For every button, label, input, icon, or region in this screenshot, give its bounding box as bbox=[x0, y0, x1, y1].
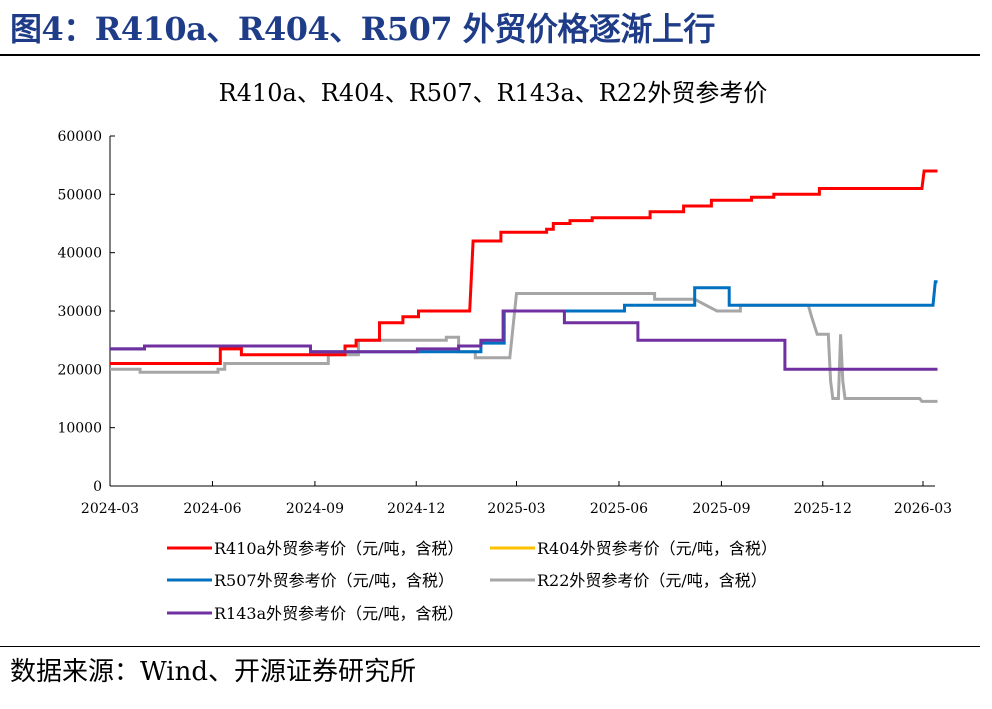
series-line bbox=[110, 309, 938, 371]
series-line bbox=[110, 292, 938, 403]
source-note: 数据来源：Wind、开源证券研究所 bbox=[10, 657, 416, 687]
series-line bbox=[110, 169, 938, 365]
x-tick-label: 2025-09 bbox=[692, 501, 750, 517]
axes: 0 10000 20000 30000 40000 50000 60000 2024-03 20… bbox=[57, 129, 952, 517]
y-tick-label: 0 bbox=[93, 479, 102, 495]
y-tick-label: 10000 bbox=[57, 421, 102, 437]
bottom-rule bbox=[0, 646, 980, 647]
y-tick-label: 40000 bbox=[57, 246, 102, 262]
legend-label: R507外贸参考价（元/吨，含税） bbox=[214, 571, 454, 590]
legend-label: R404外贸参考价（元/吨，含税） bbox=[537, 539, 777, 558]
y-tick-label: 60000 bbox=[57, 129, 102, 145]
series-layer bbox=[110, 169, 938, 403]
chart-title: R410a、R404、R507、R143a、R22外贸参考价 bbox=[219, 79, 768, 107]
y-tick-label: 50000 bbox=[57, 187, 102, 203]
legend-label: R143a外贸参考价（元/吨，含税） bbox=[214, 604, 464, 623]
top-rule bbox=[0, 54, 980, 56]
x-tick-label: 2024-03 bbox=[81, 501, 139, 517]
x-tick-label: 2024-09 bbox=[286, 501, 344, 517]
y-tick-label: 20000 bbox=[57, 362, 102, 378]
x-tick-label: 2025-06 bbox=[590, 501, 648, 517]
legend-label: R22外贸参考价（元/吨，含税） bbox=[537, 571, 767, 590]
x-tick-label: 2024-06 bbox=[183, 501, 241, 517]
figure-title: 图4：R410a、R404、R507 外贸价格逐渐上行 bbox=[10, 10, 715, 48]
x-tick-label: 2025-03 bbox=[487, 501, 545, 517]
legend: R410a外贸参考价（元/吨，含税） R404外贸参考价（元/吨，含税） R507外… bbox=[167, 539, 777, 623]
x-tick-label: 2024-12 bbox=[387, 501, 445, 517]
x-tick-label: 2025-12 bbox=[794, 501, 852, 517]
x-tick-label: 2026-03 bbox=[894, 501, 952, 517]
y-tick-label: 30000 bbox=[57, 304, 102, 320]
line-chart: R410a、R404、R507、R143a、R22外贸参考价 0 10000 200… bbox=[57, 79, 952, 623]
legend-label: R410a外贸参考价（元/吨，含税） bbox=[214, 539, 464, 558]
